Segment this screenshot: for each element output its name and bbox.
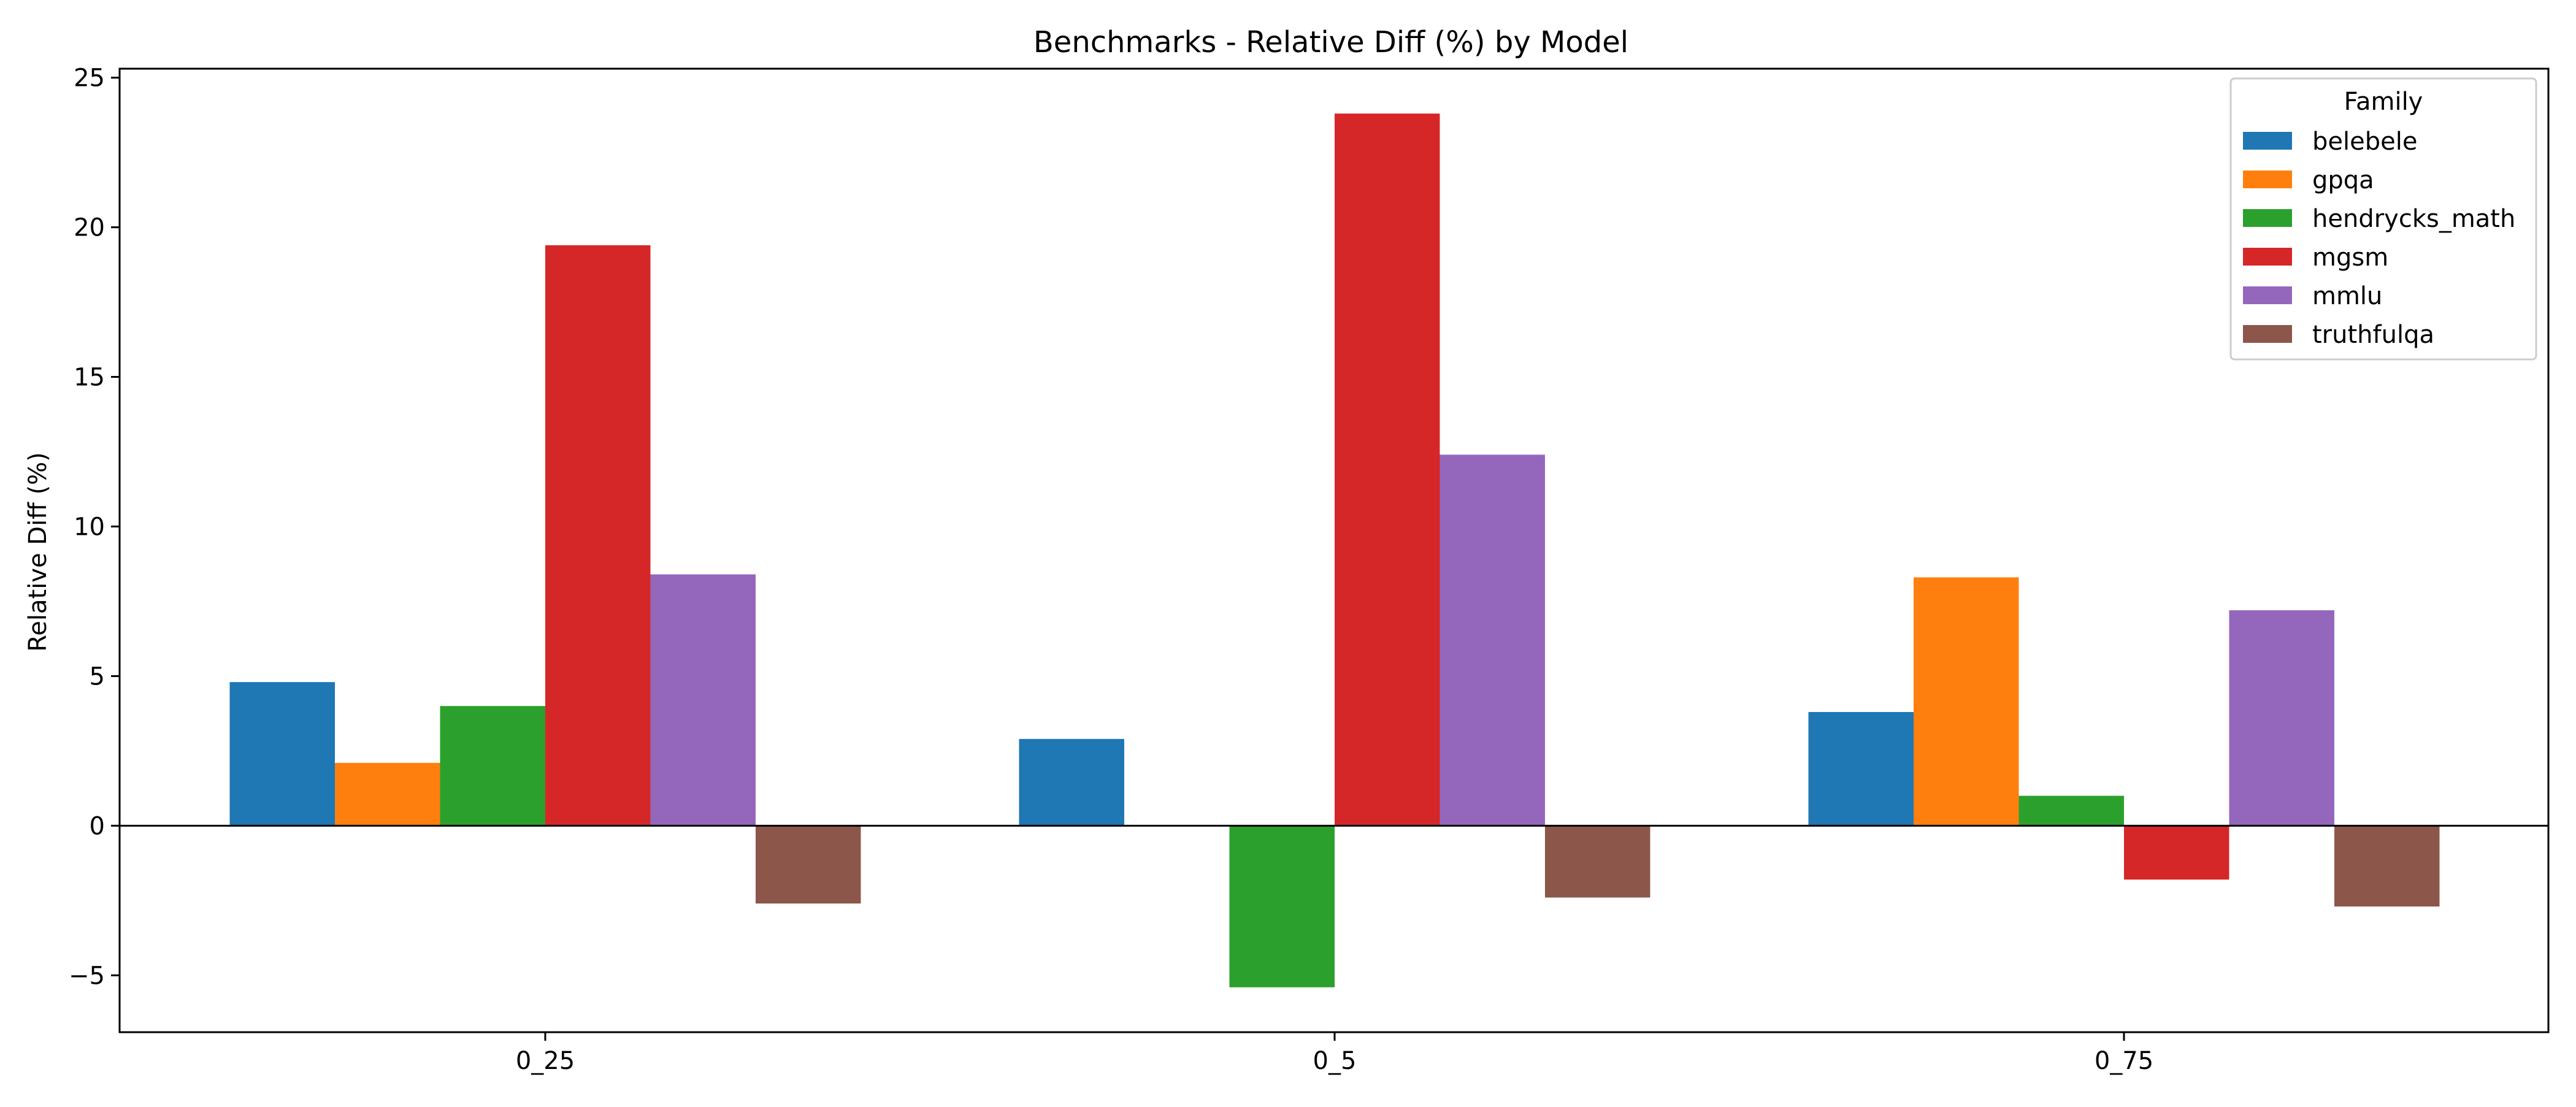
legend-label-truthfulqa: truthfulqa <box>2312 321 2434 349</box>
y-tick-label: 10 <box>74 513 105 541</box>
y-tick-label: −5 <box>69 962 105 990</box>
bar-truthfulqa-0_75 <box>2334 825 2440 907</box>
legend-label-mmlu: mmlu <box>2312 282 2382 310</box>
bar-truthfulqa-0_5 <box>1545 825 1650 898</box>
bar-mgsm-0_5 <box>1335 113 1440 826</box>
bar-gpqa-0_25 <box>335 762 440 826</box>
bar-mmlu-0_25 <box>650 574 756 826</box>
legend-swatch-mgsm <box>2243 248 2292 266</box>
legend-swatch-gpqa <box>2243 170 2292 188</box>
bar-hendrycks_math-0_5 <box>1229 825 1335 987</box>
legend-swatch-hendrycks_math <box>2243 209 2292 227</box>
bar-mgsm-0_25 <box>545 245 651 826</box>
bar-mmlu-0_5 <box>1439 454 1545 826</box>
bar-mgsm-0_75 <box>2124 825 2229 880</box>
legend-label-gpqa: gpqa <box>2312 166 2374 194</box>
bar-gpqa-0_75 <box>1914 577 2019 826</box>
x-tick-label: 0_5 <box>1313 1047 1357 1075</box>
y-tick-label: 25 <box>74 64 105 93</box>
y-tick-label: 0 <box>90 812 105 840</box>
legend-swatch-belebele <box>2243 132 2292 150</box>
legend-label-belebele: belebele <box>2312 128 2417 156</box>
legend-label-mgsm: mgsm <box>2312 243 2388 272</box>
bar-hendrycks_math-0_75 <box>2018 795 2124 826</box>
legend-swatch-truthfulqa <box>2243 325 2292 343</box>
bar-belebele-0_25 <box>229 682 335 826</box>
legend-swatch-mmlu <box>2243 286 2292 304</box>
legend-box <box>2229 77 2537 361</box>
bar-belebele-0_5 <box>1019 738 1124 826</box>
bar-belebele-0_75 <box>1808 711 1914 826</box>
bar-mmlu-0_75 <box>2229 610 2334 826</box>
y-tick-label: 5 <box>90 662 105 691</box>
chart-title: Benchmarks - Relative Diff (%) by Model <box>1033 25 1628 59</box>
y-tick-label: 20 <box>74 214 105 242</box>
x-tick-label: 0_75 <box>2095 1047 2153 1075</box>
bar-truthfulqa-0_25 <box>756 825 861 904</box>
y-tick-label: 15 <box>74 364 105 392</box>
legend-title: Family <box>2344 88 2423 116</box>
plot-area: −5 0 5 10 15 20 25 0_25 0_5 0_75 <box>69 64 2550 1075</box>
x-tick-label: 0_25 <box>516 1047 575 1075</box>
legend-label-hendrycks_math: hendrycks_math <box>2312 205 2515 233</box>
bar-hendrycks_math-0_25 <box>440 706 545 826</box>
y-axis-label: Relative Diff (%) <box>24 452 52 651</box>
